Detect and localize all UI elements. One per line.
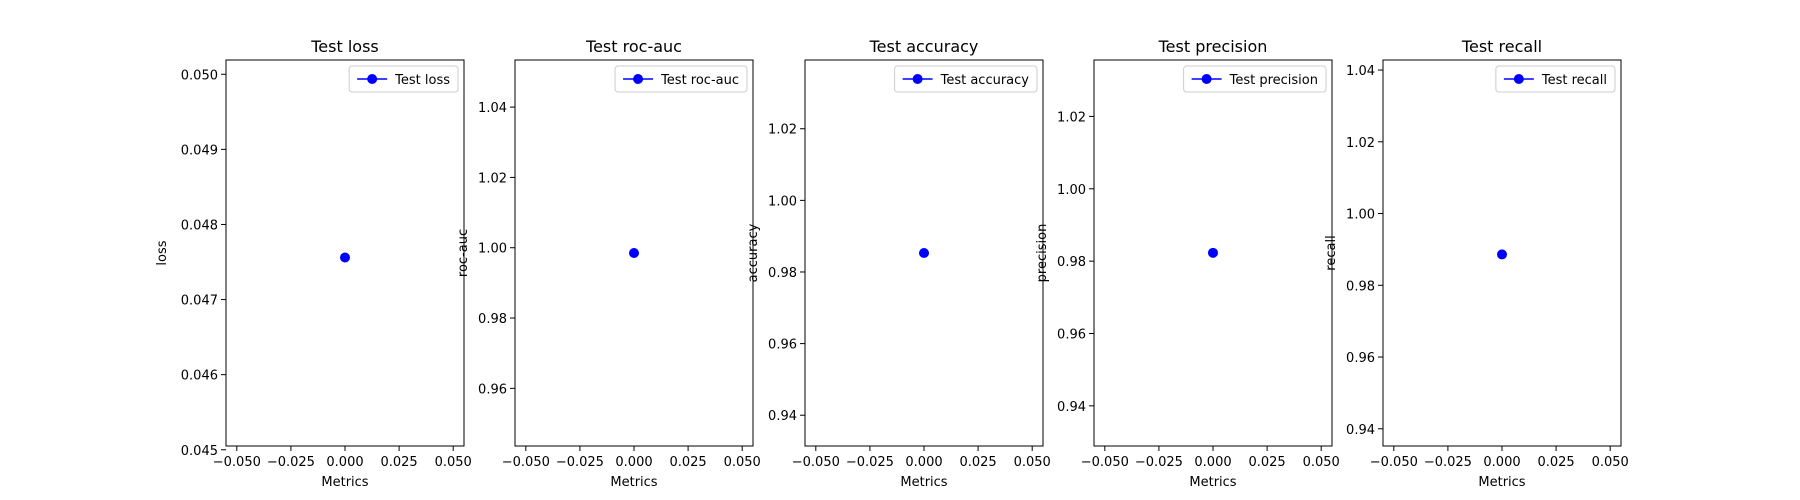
y-tick-label: 0.98 [1346,279,1375,294]
x-tick-label: −0.050 [792,455,840,470]
x-tick-label: −0.050 [1081,455,1129,470]
x-tick-label: 0.000 [326,455,363,470]
y-tick-label: 0.94 [768,409,797,424]
legend-marker [633,74,644,84]
y-tick-label: 1.00 [768,194,797,209]
legend-box [614,65,748,93]
y-tick-label: 0.050 [181,68,218,83]
x-tick-label: 0.025 [380,455,417,470]
x-tick-label: −0.050 [1370,455,1418,470]
x-axis-label: Metrics [900,475,947,490]
chart-title: Test recall [1461,37,1542,56]
x-tick-label: 0.050 [1014,455,1051,470]
x-tick-label: 0.025 [959,455,996,470]
x-tick-label: −0.050 [213,455,261,470]
y-axis-label: precision [1035,224,1050,283]
x-tick-label: 0.000 [905,455,942,470]
y-tick-label: 0.049 [181,143,218,158]
y-tick-label: 0.94 [1057,400,1086,415]
legend: Test loss [348,65,459,93]
data-point [340,252,350,263]
legend-box [1183,65,1327,93]
y-tick-label: 0.046 [181,369,218,384]
x-axis-label: Metrics [1189,475,1236,490]
data-point [1208,247,1218,258]
y-axis-label: accuracy [746,223,761,282]
x-tick-label: −0.025 [1424,455,1472,470]
y-tick-label: 0.045 [181,444,218,459]
x-tick-label: 0.050 [724,455,761,470]
legend-marker [1513,74,1524,84]
chart-title: Test accuracy [869,37,979,56]
x-tick-label: 0.050 [435,455,472,470]
y-tick-label: 0.048 [181,218,218,233]
x-tick-label: −0.025 [556,455,604,470]
legend-label: Test recall [1541,73,1607,88]
y-axis-label: roc-auc [456,229,471,277]
x-tick-label: 0.050 [1592,455,1629,470]
legend-box [348,65,459,93]
legend-marker [1201,74,1212,84]
y-axis-label: loss [155,240,170,265]
y-tick-label: 0.96 [478,382,507,397]
legend-box [1495,65,1616,93]
x-tick-label: −0.025 [267,455,315,470]
y-tick-label: 1.02 [768,123,797,138]
chart-panel-3: Test accuracy −0.050 −0.025 0.000 0.025 0.050… [746,37,1051,490]
legend-label: Test roc-auc [660,73,739,88]
data-point [629,248,639,258]
legend: Test precision [1183,65,1327,93]
chart-title: Test loss [310,37,379,56]
x-tick-label: 0.000 [1483,455,1520,470]
y-tick-label: 1.02 [1057,110,1086,125]
legend-marker [367,74,378,84]
y-tick-label: 0.96 [1346,351,1375,366]
x-tick-label: −0.025 [1135,455,1183,470]
y-tick-label: 1.00 [1057,183,1086,198]
legend: Test recall [1495,65,1616,93]
y-tick-label: 0.96 [1057,327,1086,342]
data-point [1497,249,1507,260]
legend-label: Test loss [394,73,450,88]
x-tick-label: 0.025 [1537,455,1574,470]
chart-panel-4: Test precision −0.050 −0.025 0.000 0.025 0.05… [1035,37,1340,490]
y-tick-label: 0.98 [768,266,797,281]
x-tick-label: 0.025 [1248,455,1285,470]
y-axis-label: recall [1324,235,1339,270]
y-tick-label: 0.94 [1346,423,1375,438]
chart-panel-2: Test roc-auc −0.050 −0.025 0.000 0.025 0.050 0… [456,37,761,490]
y-tick-label: 1.00 [478,242,507,257]
legend-label: Test accuracy [940,73,1030,88]
y-tick-label: 1.02 [478,171,507,186]
legend-box [894,65,1038,93]
x-tick-label: −0.025 [846,455,894,470]
x-axis-label: Metrics [610,475,657,490]
y-tick-label: 1.02 [1346,136,1375,151]
chart-panel-1: Test loss −0.050 −0.025 0.000 0.025 0.050 0.04… [155,37,472,490]
y-tick-label: 1.04 [1346,64,1375,79]
x-tick-label: −0.050 [502,455,550,470]
legend: Test roc-auc [614,65,748,93]
x-tick-label: 0.025 [669,455,706,470]
x-axis-label: Metrics [321,475,368,490]
y-tick-label: 0.98 [1057,255,1086,270]
chart-title: Test precision [1158,37,1268,56]
x-tick-label: 0.000 [615,455,652,470]
chart-title: Test roc-auc [585,37,682,56]
chart-panel-5: Test recall −0.050 −0.025 0.000 0.025 0.050 0.… [1324,37,1629,490]
y-tick-label: 1.00 [1346,208,1375,223]
legend-marker [912,74,923,84]
y-tick-label: 0.047 [181,294,218,309]
x-tick-label: 0.050 [1303,455,1340,470]
y-tick-label: 1.04 [478,101,507,116]
x-tick-label: 0.000 [1194,455,1231,470]
data-point [919,248,929,258]
legend: Test accuracy [894,65,1038,93]
y-tick-label: 0.98 [478,312,507,327]
x-axis-label: Metrics [1478,475,1525,490]
legend-label: Test precision [1229,73,1318,88]
y-tick-label: 0.96 [768,338,797,353]
